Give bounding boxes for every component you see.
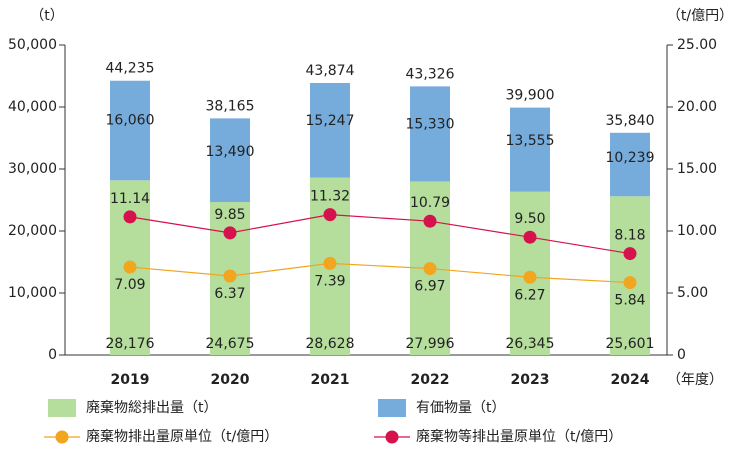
x-tick-label: 2019 [111, 372, 150, 388]
line-point [523, 230, 537, 244]
line-value-label: 7.09 [114, 277, 145, 293]
line-value-label: 9.50 [514, 211, 545, 227]
line-value-label: 11.32 [310, 189, 350, 205]
line-value-label: 6.97 [414, 279, 445, 295]
line-value-label: 7.39 [314, 273, 345, 289]
y-tick-label: 0 [48, 347, 57, 363]
line-point [123, 210, 137, 224]
bar-value-label: 13,490 [206, 144, 255, 160]
x-tick-label: 2024 [611, 372, 650, 388]
legend-swatch [48, 399, 76, 417]
bar [210, 118, 250, 203]
line-point [623, 276, 637, 290]
line [129, 214, 631, 255]
y-tick-label: 20,000 [8, 223, 57, 239]
x-tick-label: 2023 [511, 372, 550, 388]
bar-value-label: 15,247 [306, 113, 355, 129]
bar [410, 86, 450, 182]
line-value-label: 10.79 [410, 195, 450, 211]
legend-label: 廃棄物排出量原単位（t/億円） [86, 428, 278, 445]
line-point [423, 262, 437, 276]
line-value-label: 6.27 [514, 287, 545, 303]
bar-value-label: 25,601 [606, 336, 655, 352]
line-point [423, 214, 437, 228]
total-label: 44,235 [106, 61, 155, 77]
bar-value-label: 28,628 [306, 336, 355, 352]
line-point [523, 270, 537, 284]
legend-label: 廃棄物等排出量原単位（t/億円） [416, 428, 622, 445]
y2-tick-label: 10.00 [677, 223, 717, 239]
bar [310, 82, 350, 178]
total-label: 39,900 [506, 88, 555, 104]
bar [510, 107, 550, 192]
bar [610, 196, 650, 355]
x-axis-label: （年度） [667, 372, 723, 388]
line-point [323, 208, 337, 222]
y-tick-label: 40,000 [8, 99, 57, 115]
bar-value-label: 27,996 [406, 336, 455, 352]
y2-tick-label: 15.00 [677, 161, 717, 177]
bar-value-label: 16,060 [106, 113, 155, 129]
y-tick-label: 10,000 [8, 285, 57, 301]
line-point [323, 256, 337, 270]
line-value-label: 9.85 [214, 207, 245, 223]
legend-marker [385, 430, 399, 444]
line-point [123, 260, 137, 274]
x-tick-label: 2022 [411, 372, 450, 388]
x-tick-label: 2021 [311, 372, 350, 388]
line-value-label: 11.14 [110, 191, 150, 207]
y-tick-label: 30,000 [8, 161, 57, 177]
legend-label: 有価物量（t） [416, 400, 506, 416]
bar-value-label: 10,239 [606, 150, 655, 166]
bar [110, 80, 150, 181]
y2-axis-label: （t/億円） [667, 8, 733, 24]
bar-value-label: 15,330 [406, 116, 455, 132]
total-label: 38,165 [206, 98, 255, 114]
line-point [223, 226, 237, 240]
total-label: 43,326 [406, 66, 455, 82]
line-value-label: 6.37 [214, 286, 245, 302]
y-tick-label: 50,000 [8, 37, 57, 53]
line-value-label: 5.84 [614, 293, 645, 309]
total-label: 35,840 [606, 113, 655, 129]
y2-tick-label: 20.00 [677, 99, 717, 115]
x-tick-label: 2020 [211, 372, 250, 388]
bar-value-label: 26,345 [506, 336, 555, 352]
line-value-label: 8.18 [614, 228, 645, 244]
total-label: 43,874 [306, 63, 355, 79]
y-axis-label: （t） [30, 8, 64, 24]
y2-tick-label: 25.00 [677, 37, 717, 53]
y2-tick-label: 0 [677, 347, 686, 363]
bar-value-label: 28,176 [106, 336, 155, 352]
bar-value-label: 24,675 [206, 336, 255, 352]
legend-marker [55, 430, 69, 444]
line [129, 262, 631, 284]
legend-label: 廃棄物総排出量（t） [86, 399, 218, 416]
bar-value-label: 13,555 [506, 133, 555, 149]
line-point [623, 247, 637, 261]
y2-tick-label: 5.00 [677, 285, 708, 301]
legend-swatch [378, 399, 406, 417]
bar [610, 132, 650, 197]
line-point [223, 269, 237, 283]
